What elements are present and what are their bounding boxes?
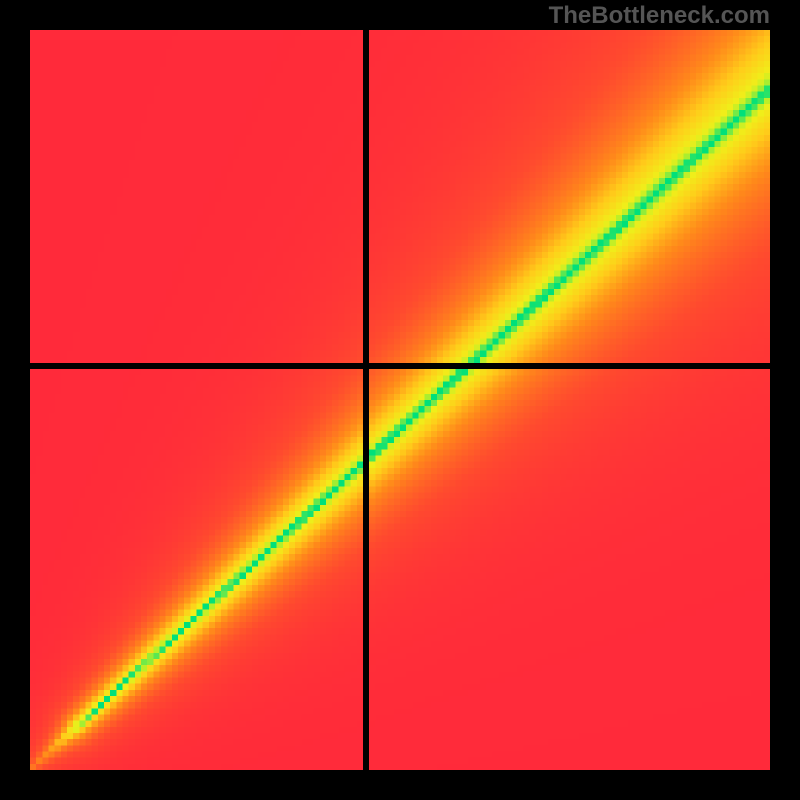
watermark-text: TheBottleneck.com (549, 2, 770, 30)
chart-container: TheBottleneck.com (0, 0, 800, 800)
bottleneck-heatmap (30, 30, 770, 770)
